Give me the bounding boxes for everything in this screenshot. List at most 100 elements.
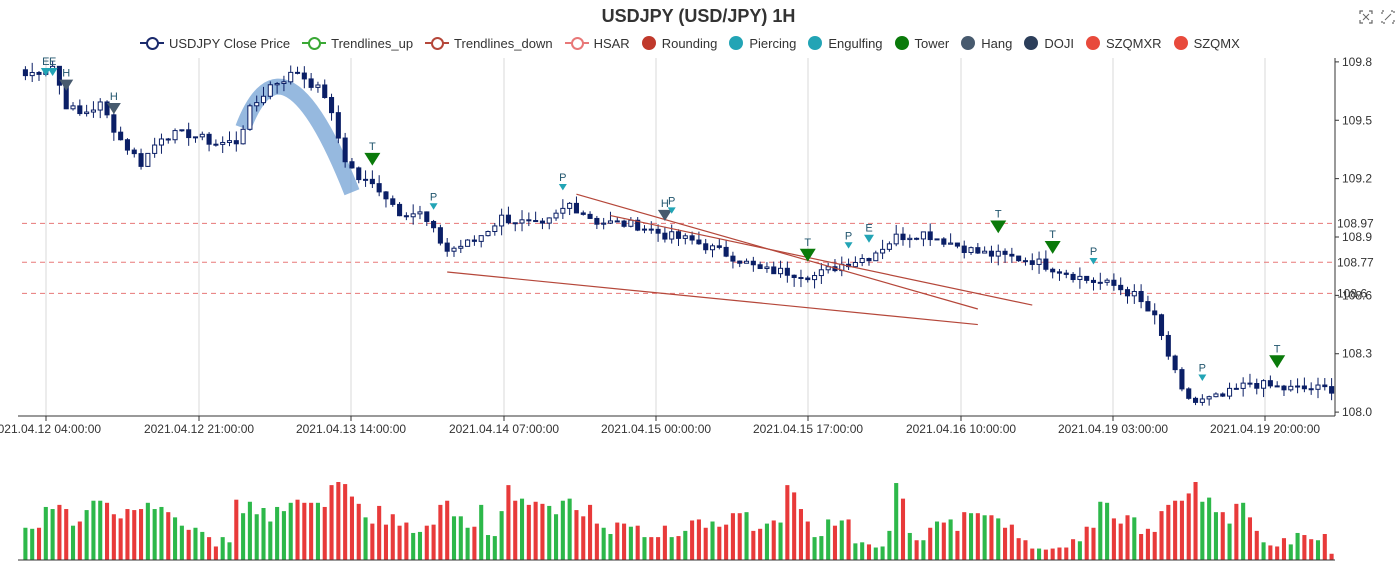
candle[interactable] <box>818 263 824 284</box>
zoom-icon[interactable] <box>1359 10 1373 24</box>
legend-item[interactable]: USDJPY Close Price <box>140 36 290 51</box>
candle[interactable] <box>478 235 484 248</box>
candle[interactable] <box>1274 381 1280 388</box>
candle[interactable] <box>335 105 341 144</box>
candle[interactable] <box>567 201 573 216</box>
candle[interactable] <box>322 79 328 99</box>
candle[interactable] <box>1145 295 1151 312</box>
zoom-reset-icon[interactable] <box>1381 10 1395 24</box>
candle[interactable] <box>975 243 981 254</box>
candle[interactable] <box>444 238 450 257</box>
candle[interactable] <box>390 195 396 207</box>
legend-item[interactable]: Trendlines_down <box>425 36 553 51</box>
candle[interactable] <box>648 221 654 234</box>
candle[interactable] <box>471 235 477 246</box>
candle[interactable] <box>886 241 892 252</box>
candle[interactable] <box>499 208 505 236</box>
candle[interactable] <box>342 132 348 168</box>
candle[interactable] <box>1240 377 1246 397</box>
candle[interactable] <box>533 211 539 223</box>
candle[interactable] <box>1043 250 1049 272</box>
candle[interactable] <box>934 238 940 241</box>
candle[interactable] <box>1056 268 1063 281</box>
candle[interactable] <box>1301 377 1307 393</box>
candle[interactable] <box>764 262 770 273</box>
candle[interactable] <box>84 104 90 117</box>
candle[interactable] <box>859 254 865 267</box>
candle[interactable] <box>138 148 144 170</box>
candle[interactable] <box>1131 284 1137 304</box>
candle[interactable] <box>737 260 743 268</box>
candle[interactable] <box>1111 273 1117 291</box>
candle[interactable] <box>900 227 906 246</box>
candle[interactable] <box>158 133 165 154</box>
candle[interactable] <box>458 239 464 254</box>
candle[interactable] <box>553 209 559 221</box>
candle[interactable] <box>880 239 886 260</box>
candle[interactable] <box>240 125 246 145</box>
candle[interactable] <box>206 132 212 152</box>
candle[interactable] <box>798 269 804 288</box>
legend-item[interactable]: SZQMX <box>1173 36 1240 51</box>
candle[interactable] <box>655 224 661 242</box>
candle[interactable] <box>1009 247 1015 263</box>
candle[interactable] <box>730 251 736 269</box>
candle[interactable] <box>689 231 695 245</box>
candle[interactable] <box>22 66 28 81</box>
candle[interactable] <box>641 225 648 234</box>
legend-item[interactable]: Piercing <box>729 36 796 51</box>
candle[interactable] <box>403 212 409 221</box>
candle[interactable] <box>1118 277 1124 296</box>
candle[interactable] <box>778 260 784 278</box>
candle[interactable] <box>1267 375 1273 389</box>
candle[interactable] <box>832 259 838 273</box>
candle[interactable] <box>805 275 811 283</box>
candle[interactable] <box>866 257 872 266</box>
candle[interactable] <box>791 274 797 287</box>
candle[interactable] <box>982 246 988 254</box>
candle[interactable] <box>179 129 185 132</box>
candle[interactable] <box>988 245 994 263</box>
candle[interactable] <box>614 217 620 223</box>
legend-item[interactable]: Hang <box>961 36 1012 51</box>
candle[interactable] <box>492 222 498 236</box>
candle[interactable] <box>1179 367 1185 392</box>
candle[interactable] <box>1308 382 1314 395</box>
candle[interactable] <box>920 231 926 247</box>
candle[interactable] <box>1152 303 1158 325</box>
candle[interactable] <box>1247 373 1253 388</box>
legend-item[interactable]: DOJI <box>1024 36 1074 51</box>
candle[interactable] <box>546 217 552 230</box>
candle[interactable] <box>485 230 491 237</box>
candle[interactable] <box>1288 379 1294 392</box>
candle[interactable] <box>260 86 267 106</box>
candle[interactable] <box>512 222 518 232</box>
candle[interactable] <box>1233 383 1239 390</box>
candle[interactable] <box>607 211 614 224</box>
candle[interactable] <box>1199 394 1205 406</box>
candle[interactable] <box>1186 387 1192 400</box>
candle[interactable] <box>1322 378 1328 391</box>
candle[interactable] <box>941 237 947 248</box>
candle[interactable] <box>1002 248 1008 263</box>
legend-item[interactable]: Trendlines_up <box>302 36 413 51</box>
candle[interactable] <box>968 246 974 255</box>
candle[interactable] <box>784 261 790 283</box>
candle[interactable] <box>580 210 586 216</box>
candle[interactable] <box>757 261 763 270</box>
candle[interactable] <box>846 258 852 271</box>
candle[interactable] <box>873 250 879 262</box>
candle[interactable] <box>621 219 627 228</box>
candle[interactable] <box>226 131 233 147</box>
candle[interactable] <box>356 166 362 184</box>
candle[interactable] <box>914 237 920 241</box>
candle[interactable] <box>709 243 716 258</box>
candle[interactable] <box>1063 269 1069 279</box>
candle[interactable] <box>1261 379 1267 398</box>
candle[interactable] <box>1295 378 1301 394</box>
candle[interactable] <box>213 139 219 147</box>
candle[interactable] <box>124 138 130 155</box>
candle[interactable] <box>233 131 239 152</box>
candle[interactable] <box>315 81 321 93</box>
candle[interactable] <box>601 217 607 230</box>
